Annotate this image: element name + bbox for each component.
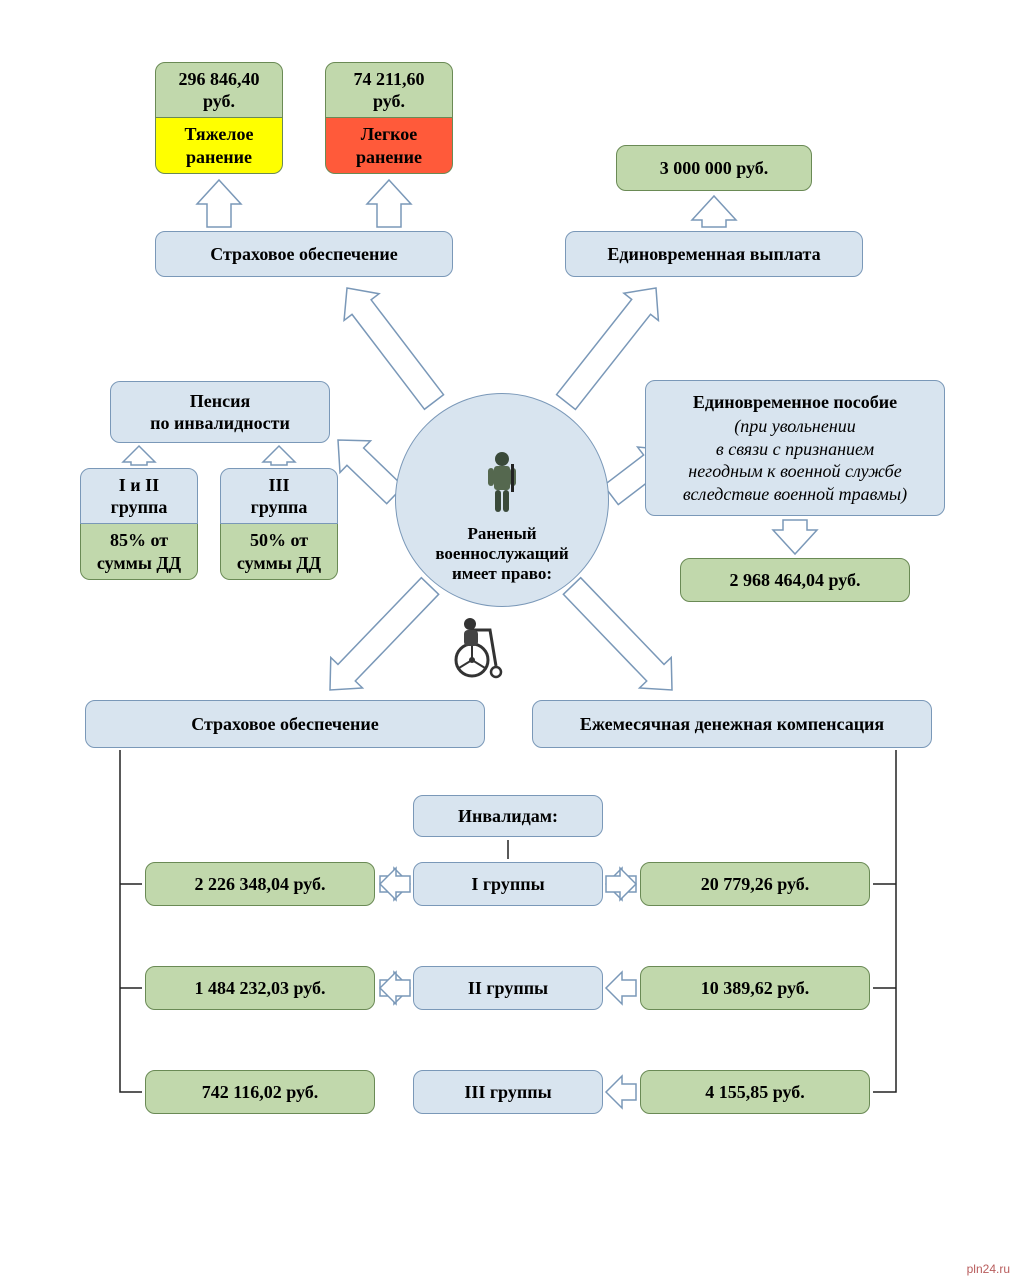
- heavy-amount-curr: руб.: [203, 90, 235, 113]
- group2-label: II группы: [413, 966, 603, 1010]
- benefit-n2: в связи с признанием: [716, 438, 874, 461]
- soldier-icon: [481, 450, 523, 518]
- disabled-label: Инвалидам:: [413, 795, 603, 837]
- benefit-amount: 2 968 464,04 руб.: [680, 558, 910, 602]
- g12p-l1: 85% от: [110, 529, 168, 552]
- center-line1: Раненый: [467, 524, 536, 544]
- heavy-wound-label: Тяжелое ранение: [155, 118, 283, 174]
- group3-label: III группы: [413, 1070, 603, 1114]
- light-amount-curr: руб.: [373, 90, 405, 113]
- group1-label: I группы: [413, 862, 603, 906]
- onetime-amount: 3 000 000 руб.: [616, 145, 812, 191]
- ins3-amount: 742 116,02 руб.: [145, 1070, 375, 1114]
- ins1-amount: 2 226 348,04 руб.: [145, 862, 375, 906]
- wheelchair-icon: [450, 616, 506, 680]
- comp2-amount: 10 389,62 руб.: [640, 966, 870, 1010]
- g12-l1: I и II: [119, 474, 159, 497]
- pension-g3-label: III группа: [220, 468, 338, 524]
- center-line3: имеет право:: [452, 564, 552, 584]
- g3p-l1: 50% от: [250, 529, 308, 552]
- g3-l1: III: [268, 474, 289, 497]
- pension-t2: по инвалидности: [150, 412, 290, 435]
- g3-l2: группа: [251, 496, 308, 519]
- light-l2: ранение: [356, 146, 422, 169]
- pension-g12-label: I и II группа: [80, 468, 198, 524]
- g12p-l2: суммы ДД: [97, 552, 181, 575]
- heavy-l2: ранение: [186, 146, 252, 169]
- g12-l2: группа: [111, 496, 168, 519]
- g3p-l2: суммы ДД: [237, 552, 321, 575]
- onetime-label: Единовременная выплата: [565, 231, 863, 277]
- light-amount-value: 74 211,60: [353, 68, 424, 91]
- comp1-amount: 20 779,26 руб.: [640, 862, 870, 906]
- benefit-title: Единовременное пособие: [693, 391, 897, 414]
- light-l1: Легкое: [361, 123, 418, 146]
- benefit-n4: вследствие военной травмы): [683, 483, 907, 506]
- benefit-n3: негодным к военной службе: [688, 460, 901, 483]
- pension-title: Пенсия по инвалидности: [110, 381, 330, 443]
- insurance-label: Страховое обеспечение: [155, 231, 453, 277]
- ins2-amount: 1 484 232,03 руб.: [145, 966, 375, 1010]
- comp3-amount: 4 155,85 руб.: [640, 1070, 870, 1114]
- heavy-l1: Тяжелое: [185, 123, 254, 146]
- center-line2: военнослужащий: [435, 544, 568, 564]
- center-circle: Раненый военнослужащий имеет право:: [395, 393, 609, 607]
- watermark: pln24.ru: [967, 1262, 1010, 1276]
- bottom-comp-header: Ежемесячная денежная компенсация: [532, 700, 932, 748]
- diagram-page: Раненый военнослужащий имеет право: Стра…: [0, 0, 1016, 1280]
- heavy-amount: 296 846,40 руб.: [155, 62, 283, 118]
- heavy-amount-value: 296 846,40: [179, 68, 260, 91]
- pension-g3-pct: 50% от суммы ДД: [220, 524, 338, 580]
- light-wound-label: Легкое ранение: [325, 118, 453, 174]
- pension-g12-pct: 85% от суммы ДД: [80, 524, 198, 580]
- benefit-box: Единовременное пособие (при увольнении в…: [645, 380, 945, 516]
- bottom-ins-header: Страховое обеспечение: [85, 700, 485, 748]
- pension-t1: Пенсия: [190, 390, 250, 413]
- light-amount: 74 211,60 руб.: [325, 62, 453, 118]
- benefit-n1: (при увольнении: [734, 415, 856, 438]
